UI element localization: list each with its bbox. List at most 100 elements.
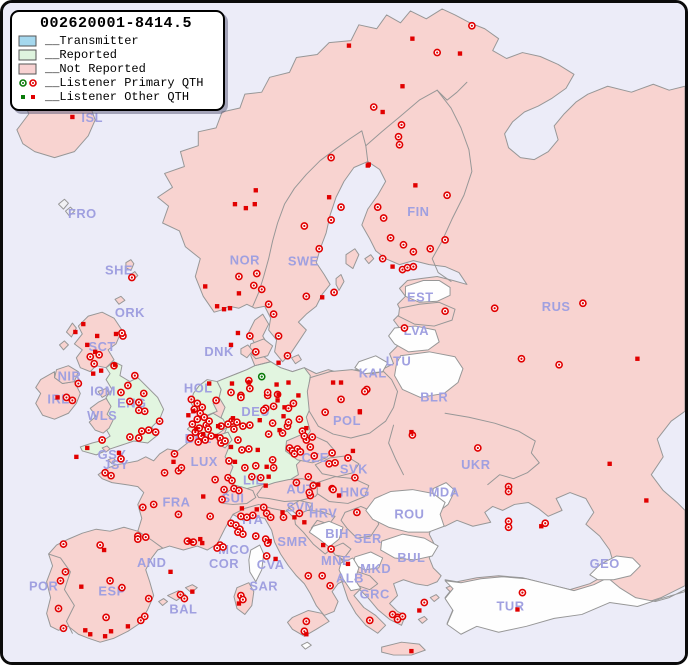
listener-primary-qth-marker bbox=[141, 533, 150, 542]
oland-island bbox=[335, 274, 345, 291]
listener-primary-qth-marker bbox=[379, 214, 388, 222]
listener-primary-qth-marker bbox=[56, 576, 65, 585]
listener-other-qth-marker bbox=[229, 381, 235, 386]
listener-primary-qth-marker bbox=[441, 235, 449, 244]
listener-primary-qth-marker bbox=[279, 513, 288, 522]
listener-primary-qth-marker bbox=[117, 388, 125, 397]
listener-primary-qth-marker bbox=[170, 450, 179, 458]
listener-primary-qth-marker bbox=[155, 417, 164, 426]
listener-primary-qth-marker bbox=[130, 371, 139, 380]
listener-primary-qth-marker bbox=[228, 476, 236, 485]
border-spain-portugal bbox=[48, 553, 75, 634]
listener-other-qth-marker bbox=[88, 632, 93, 637]
balearic-island bbox=[158, 598, 169, 607]
listener-other-qth-marker bbox=[228, 444, 234, 450]
listener-primary-qth-marker bbox=[321, 408, 330, 417]
listener-primary-qth-marker bbox=[441, 307, 449, 316]
listener-primary-qth-marker bbox=[245, 332, 254, 340]
listener-primary-qth-marker bbox=[318, 571, 327, 580]
listener-primary-qth-marker bbox=[245, 421, 254, 430]
listener-primary-qth-marker bbox=[263, 388, 272, 397]
listener-markers-layer bbox=[33, 21, 649, 654]
listener-primary-qth-marker bbox=[399, 240, 408, 249]
listener-primary-qth-marker bbox=[269, 463, 278, 472]
funen-island bbox=[240, 344, 254, 359]
listener-other-qth-marker bbox=[264, 464, 269, 469]
country-montenegro bbox=[330, 542, 352, 558]
listener-primary-qth-marker bbox=[237, 393, 245, 402]
country-label-mda: MDA bbox=[429, 485, 460, 500]
legend-item-not-reported: __Not Reported bbox=[18, 62, 214, 76]
listener-other-qth-marker bbox=[194, 426, 199, 432]
listener-primary-qth-marker bbox=[403, 263, 412, 272]
country-label-bal: BAL bbox=[169, 601, 197, 616]
listener-other-qth-marker bbox=[201, 431, 206, 437]
country-label-hng: HNG bbox=[340, 485, 370, 500]
listener-other-qth-marker bbox=[235, 330, 241, 336]
listener-primary-qth-marker bbox=[59, 540, 68, 548]
listener-primary-qth-marker bbox=[394, 132, 403, 141]
listener-primary-qth-marker bbox=[353, 508, 361, 517]
country-label-por: POR bbox=[29, 579, 59, 594]
listener-primary-qth-marker bbox=[102, 613, 110, 622]
border-ukraine-west bbox=[388, 424, 404, 476]
listener-primary-qth-marker bbox=[201, 436, 210, 444]
listener-primary-qth-marker bbox=[96, 541, 105, 549]
border-ukraine-russia bbox=[444, 412, 540, 486]
listener-other-qth-marker bbox=[330, 380, 336, 385]
listener-other-qth-marker bbox=[101, 547, 107, 553]
listener-primary-qth-marker bbox=[579, 299, 587, 308]
listener-other-qth-marker bbox=[203, 284, 208, 289]
listener-primary-qth-marker bbox=[268, 455, 277, 464]
listener-primary-qth-marker bbox=[180, 594, 189, 603]
listener-other-qth-marker bbox=[98, 368, 104, 373]
country-lithuania bbox=[388, 325, 440, 353]
listener-other-qth-marker bbox=[280, 510, 285, 515]
country-label-ukr: UKR bbox=[461, 457, 491, 472]
listener-other-qth-marker bbox=[232, 201, 238, 207]
listener-primary-qth-marker bbox=[220, 485, 228, 494]
listener-primary-qth-marker bbox=[219, 543, 227, 551]
listener-other-qth-marker bbox=[400, 84, 405, 89]
listener-primary-qth-marker bbox=[118, 583, 126, 592]
listener-other-qth-marker bbox=[345, 561, 351, 567]
listener-other-qth-marker bbox=[221, 307, 227, 312]
listener-primary-qth-marker bbox=[409, 247, 418, 256]
listener-primary-qth-marker bbox=[86, 352, 95, 361]
listener-other-qth-marker bbox=[257, 418, 262, 423]
listener-other-qth-marker bbox=[215, 423, 221, 429]
listener-primary-qth-marker bbox=[327, 216, 335, 224]
listener-primary-qth-marker bbox=[433, 48, 442, 57]
malta-island bbox=[300, 641, 312, 650]
listener-other-qth-marker bbox=[304, 632, 309, 637]
listener-other-qth-marker bbox=[236, 601, 242, 606]
listener-other-qth-marker bbox=[304, 425, 309, 431]
listener-other-qth-marker bbox=[252, 201, 257, 207]
listener-primary-qth-marker bbox=[395, 140, 404, 149]
listener-primary-qth-marker bbox=[206, 512, 215, 521]
listener-primary-qth-marker bbox=[266, 513, 275, 522]
listener-other-qth-marker bbox=[515, 607, 520, 612]
country-slovenia bbox=[287, 499, 313, 514]
listener-primary-qth-marker bbox=[239, 595, 247, 604]
listener-primary-qth-marker bbox=[325, 459, 333, 468]
listener-primary-qth-marker bbox=[360, 387, 369, 396]
country-hungary bbox=[316, 476, 370, 504]
border-norway-sweden bbox=[252, 130, 367, 307]
listener-other-qth-marker bbox=[73, 329, 78, 335]
country-label-fra: FRA bbox=[162, 494, 190, 509]
country-label-iom: IOM bbox=[90, 383, 116, 398]
country-label-mne: MNE bbox=[321, 553, 351, 568]
transmitter-swatch bbox=[18, 35, 37, 47]
listener-primary-qth-marker bbox=[117, 454, 125, 463]
listener-other-qth-marker bbox=[457, 51, 463, 56]
listener-other-qth-marker bbox=[201, 494, 206, 499]
border-denmark-germany bbox=[254, 361, 272, 367]
listener-other-qth-marker bbox=[91, 371, 96, 376]
listener-primary-qth-marker bbox=[420, 598, 429, 607]
listener-primary-qth-marker bbox=[315, 244, 324, 253]
faroe-island bbox=[64, 206, 75, 217]
guernsey-island bbox=[101, 445, 111, 453]
bornholm-island bbox=[290, 354, 302, 365]
country-label-rus: RUS bbox=[542, 299, 571, 314]
